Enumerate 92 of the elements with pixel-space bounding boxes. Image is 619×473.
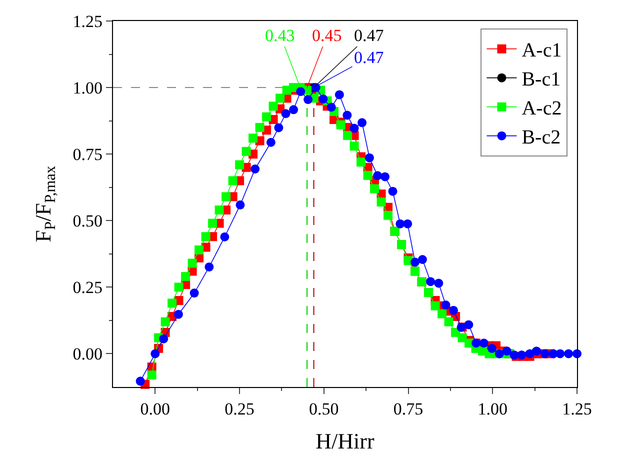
point: [479, 338, 488, 348]
point: [174, 310, 183, 319]
point: [418, 255, 427, 264]
y-tick-label: 0.50: [72, 212, 102, 231]
point: [296, 87, 306, 96]
y-tick-label: 0.00: [72, 344, 102, 364]
point: [438, 309, 447, 318]
legend-label: B-c2: [522, 126, 561, 149]
point: [190, 288, 199, 298]
y-tick-label: 1.25: [72, 12, 102, 31]
point: [380, 172, 390, 182]
point: [502, 346, 512, 356]
y-tick-label: 0.25: [72, 278, 102, 298]
point: [266, 138, 276, 147]
point: [159, 334, 168, 344]
point: [358, 118, 367, 128]
point: [448, 306, 458, 315]
point: [248, 134, 258, 143]
point: [384, 210, 393, 220]
x-axis-title: H/Hirr: [316, 428, 375, 454]
point: [430, 301, 440, 310]
point: [304, 95, 313, 104]
point: [181, 272, 190, 282]
y-tick-label: 0.75: [72, 145, 102, 164]
point: [147, 370, 156, 380]
point: [276, 94, 285, 103]
annotation: 0.47: [354, 26, 384, 45]
point: [556, 349, 565, 358]
legend-label: B-c1: [522, 68, 561, 91]
x-tick-label: 0.50: [309, 400, 339, 418]
point: [318, 94, 328, 104]
point: [188, 258, 197, 268]
point: [150, 349, 160, 358]
legend-label: A-c1: [522, 40, 562, 62]
point: [250, 164, 260, 174]
point: [363, 170, 372, 180]
point: [487, 344, 496, 353]
point: [274, 123, 284, 132]
point: [208, 218, 218, 228]
point: [268, 102, 278, 111]
point: [336, 120, 346, 130]
point: [160, 317, 170, 326]
y-tick-label: 1.00: [72, 78, 102, 98]
x-tick-label: 0.75: [393, 400, 424, 418]
point: [370, 184, 380, 194]
point: [532, 346, 542, 356]
point: [364, 153, 374, 162]
point: [220, 232, 230, 242]
point: [236, 200, 245, 210]
point: [356, 158, 366, 167]
point: [444, 317, 454, 326]
point: [201, 232, 210, 242]
x-tick-label: 0.00: [140, 400, 170, 418]
point: [464, 320, 474, 330]
x-tick-label: 0.25: [224, 400, 254, 418]
point: [235, 160, 244, 170]
point: [388, 186, 398, 196]
point: [441, 300, 450, 310]
point: [174, 282, 184, 292]
point: [410, 258, 420, 267]
point: [403, 219, 412, 228]
point: [228, 176, 238, 186]
point: [494, 349, 504, 358]
point: [396, 219, 405, 228]
point: [168, 298, 177, 308]
annotation: 0.47: [354, 48, 384, 67]
point: [350, 124, 359, 133]
point: [326, 102, 336, 112]
point: [222, 192, 231, 202]
legend-label: A-c2: [522, 98, 562, 120]
point: [334, 90, 344, 100]
point: [289, 105, 298, 114]
x-tick-label: 1.00: [478, 400, 508, 418]
point: [343, 130, 352, 140]
point: [204, 262, 214, 272]
point: [281, 109, 290, 118]
point: [136, 376, 145, 386]
point: [214, 205, 224, 214]
point: [194, 245, 204, 254]
annotation: 0.43: [265, 26, 295, 45]
point: [350, 142, 359, 151]
point: [376, 198, 386, 206]
point: [255, 122, 264, 132]
point: [373, 171, 382, 180]
x-tick-label: 1.25: [562, 400, 592, 418]
point: [426, 277, 436, 286]
point: [434, 278, 444, 288]
annotation: 0.45: [312, 26, 342, 45]
point: [262, 112, 272, 122]
point: [242, 146, 251, 156]
point: [342, 110, 352, 120]
point: [564, 349, 574, 358]
